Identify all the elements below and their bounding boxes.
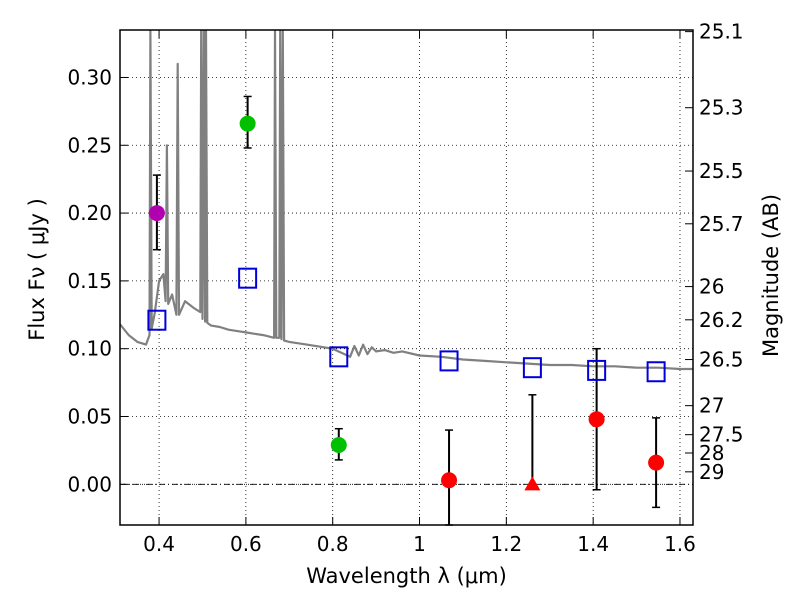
x-tick-label: 0.4 [143,532,175,556]
x-tick-label: 1 [413,532,426,556]
magnitude-tick-label: 26.5 [699,348,744,372]
model-photometry-point [587,359,607,381]
y-tick-label: 0.15 [67,269,112,293]
magnitude-tick-label: 25.3 [699,96,744,120]
magnitude-tick-label: 29 [699,460,724,484]
data-point [648,454,665,471]
magnitude-tick-label: 26 [699,275,724,299]
y-axis-ticks: 0.00 0.05 0.10 0.15 0.20 0.25 0.30 [67,65,128,496]
plot-area [120,30,693,371]
x-tick-label: 1.6 [664,532,696,556]
x-tick-label: 1.4 [577,532,609,556]
x-tick-label: 0.6 [230,532,262,556]
magnitude-tick-label: 25.1 [699,20,744,44]
data-markers [147,95,666,526]
magnitude-tick-label: 28 [699,441,724,465]
y-tick-label: 0.20 [67,201,112,225]
model-spectrum-line [120,30,693,371]
magnitude-tick-label: 26.2 [699,308,744,332]
x-axis-ticks: 0.4 0.6 0.8 1 1.2 1.4 1.6 [143,30,696,556]
y-tick-label: 0.30 [67,65,112,89]
right-axis-label: Magnitude (AB) [759,194,783,357]
model-photometry-point [646,361,666,383]
model-photometry-point [238,267,258,289]
model-photometry-point [439,350,459,372]
data-point [148,205,165,222]
x-tick-label: 1.2 [490,532,522,556]
data-point [330,436,347,453]
upper-limit-marker [524,476,541,491]
y-tick-label: 0.00 [67,472,112,496]
data-point [441,472,458,489]
magnitude-tick-label: 27.5 [699,423,744,447]
y-axis-label: Flux Fν ( μJy ) [25,198,49,341]
data-point [588,411,605,428]
magnitude-tick-label: 25.7 [699,212,744,236]
y-tick-label: 0.05 [67,405,112,429]
x-axis-label: Wavelength λ (μm) [306,564,507,588]
model-photometry-point [522,357,542,379]
model-photometry-point [147,309,167,331]
magnitude-tick-label: 25.5 [699,159,744,183]
plot-frame [119,29,694,526]
model-photometry-point [329,346,349,368]
y-tick-label: 0.25 [67,133,112,157]
data-point [239,115,256,132]
magnitude-tick-label: 27 [699,394,724,418]
x-tick-label: 0.8 [317,532,349,556]
y-tick-label: 0.10 [67,337,112,361]
